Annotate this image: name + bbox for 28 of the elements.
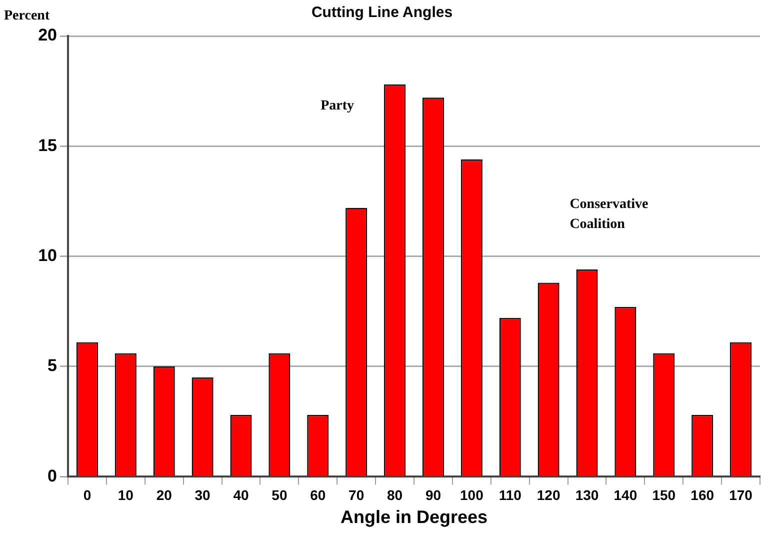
x-tick-label: 140 xyxy=(614,486,638,503)
y-tick-label: 0 xyxy=(48,466,57,486)
y-axis-title: Percent xyxy=(4,8,50,24)
x-tick-label: 10 xyxy=(118,486,134,503)
y-tick-label: 10 xyxy=(38,246,57,265)
x-tick-label: 130 xyxy=(575,486,599,503)
x-tick-label: 70 xyxy=(348,486,364,503)
annotation: Party xyxy=(320,98,354,114)
x-tick-label: 110 xyxy=(498,486,522,503)
x-axis-title: Angle in Degrees xyxy=(340,507,488,528)
x-tick-label: 60 xyxy=(310,486,326,503)
y-tick-label: 20 xyxy=(38,26,57,45)
x-tick-label: 150 xyxy=(652,486,676,503)
x-tick-label: 160 xyxy=(690,486,714,503)
x-tick-label: 20 xyxy=(156,486,172,503)
y-tick-label: 15 xyxy=(38,136,57,155)
x-tick-label: 100 xyxy=(460,486,484,503)
x-tick-label: 90 xyxy=(425,486,442,503)
x-tick-label: 80 xyxy=(386,486,403,503)
x-tick-label: 50 xyxy=(272,486,288,503)
y-tick-label: 5 xyxy=(48,356,57,376)
annotation: Conservative Coalition xyxy=(570,197,648,232)
x-tick-label: 120 xyxy=(536,486,560,503)
x-tick-label: 40 xyxy=(233,486,249,503)
chart-title: Cutting Line Angles xyxy=(311,4,453,22)
x-tick-label: 30 xyxy=(194,486,211,503)
x-tick-label: 170 xyxy=(729,486,753,503)
x-tick-label: 0 xyxy=(83,486,92,503)
